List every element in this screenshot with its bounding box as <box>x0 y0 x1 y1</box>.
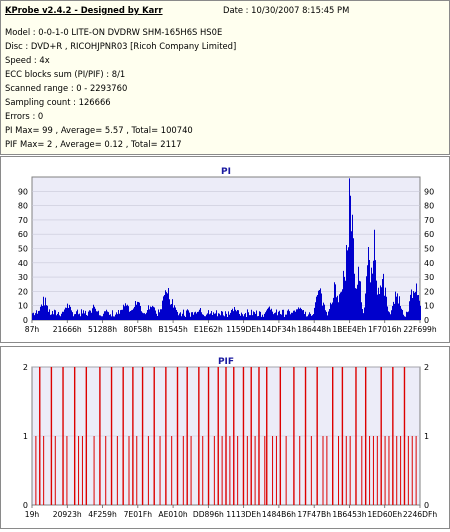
info-model: Model : 0-0-1-0 LITE-ON DVDRW SHM-165H6S… <box>5 27 223 37</box>
pif-ytick-right: 1 <box>424 432 429 441</box>
pi-xtick-label: 87h <box>25 325 40 334</box>
info-pi-summary: PI Max= 99 , Average= 5.57 , Total= 1007… <box>5 125 193 135</box>
pi-chart-panel: PI 0 0 10 10 20 20 30 30 40 40 50 50 60 60 70 70 80 80 90 90… <box>0 156 450 343</box>
pi-ytick-right: 10 <box>424 302 434 311</box>
info-pif-summary: PIF Max= 2 , Average= 0.12 , Total= 2117 <box>5 139 182 149</box>
pif-ytick-left: 1 <box>23 432 28 441</box>
pif-xtick-label: 1113DEh <box>226 510 261 519</box>
pi-ytick-left: 50 <box>18 245 28 254</box>
pi-ytick-left: 40 <box>18 259 28 268</box>
pif-xtick-label: 20923h <box>53 510 82 519</box>
pi-ytick-left: 70 <box>18 216 28 225</box>
pif-chart: PIF 0 0 1 1 2 2 19h 20923h 4F259h 7E01Fh AE010h DD89… <box>23 357 438 519</box>
info-sampling-count: Sampling count : 126666 <box>5 97 111 107</box>
pi-xtick-label: B1545h <box>158 325 188 334</box>
pif-xtick-label: 7E01Fh <box>124 510 153 519</box>
pi-xtick-label: 186448h <box>297 325 331 334</box>
pi-ytick-right: 70 <box>424 216 434 225</box>
pi-xtick-label: 1BEE4Eh <box>332 325 366 334</box>
pif-chart-panel: PIF 0 0 1 1 2 2 19h 20923h 4F259h 7E01Fh AE010h DD89… <box>0 346 450 529</box>
pif-xtick-label: AE010h <box>158 510 187 519</box>
pif-xtick-label: 19h <box>25 510 40 519</box>
info-panel: KProbe v2.4.2 - Designed by Karr Date : … <box>0 0 450 155</box>
pi-xtick-label: E1E62h <box>194 325 223 334</box>
info-ecc-blocks: ECC blocks sum (PI/PIF) : 8/1 <box>5 69 126 79</box>
pif-xtick-label: 1B6453h <box>332 510 366 519</box>
pi-ytick-right: 80 <box>424 202 434 211</box>
pi-ytick-left: 20 <box>18 287 28 296</box>
pif-ytick-left: 2 <box>23 363 28 372</box>
pif-xtick-label: 2246DFh <box>403 510 438 519</box>
info-speed: Speed : 4x <box>5 55 50 65</box>
info-disc: Disc : DVD+R , RICOHJPNR03 [Ricoh Compan… <box>5 41 237 51</box>
pif-ytick-right: 2 <box>424 363 429 372</box>
pi-xtick-label: 14DF34h <box>262 325 297 334</box>
pi-ytick-right: 30 <box>424 273 434 282</box>
app-title: KProbe v2.4.2 - Designed by Karr <box>5 5 163 15</box>
pi-chart-title: PI <box>221 167 231 177</box>
pif-xtick-label: DD896h <box>193 510 224 519</box>
scan-date: Date : 10/30/2007 8:15:45 PM <box>223 5 350 15</box>
pi-ytick-right: 50 <box>424 245 434 254</box>
pi-chart: PI 0 0 10 10 20 20 30 30 40 40 50 50 60 60 70 70 80 80 90 90… <box>18 167 437 334</box>
pi-ytick-right: 0 <box>424 316 429 325</box>
pi-ytick-right: 40 <box>424 259 434 268</box>
pi-ytick-left: 10 <box>18 302 28 311</box>
pi-xtick-label: 51288h <box>88 325 117 334</box>
pi-xtick-label: 22F699h <box>403 325 437 334</box>
pi-ytick-right: 60 <box>424 230 434 239</box>
pif-ytick-left: 0 <box>23 501 28 510</box>
pi-ytick-left: 90 <box>18 187 28 196</box>
info-errors: Errors : 0 <box>5 111 44 121</box>
pi-ytick-right: 20 <box>424 287 434 296</box>
pi-xtick-label: 1F7016h <box>368 325 402 334</box>
pi-ytick-right: 90 <box>424 187 434 196</box>
pi-bars <box>32 178 421 320</box>
pi-xtick-label: 80F58h <box>124 325 153 334</box>
pi-ytick-left: 0 <box>23 316 28 325</box>
pif-xtick-label: 1ED60Eh <box>367 510 402 519</box>
pi-xtick-label: 1159DEh <box>226 325 261 334</box>
pi-ytick-left: 30 <box>18 273 28 282</box>
pif-xtick-label: 1484B6h <box>262 510 296 519</box>
pif-xtick-label: 4F259h <box>88 510 117 519</box>
pif-ytick-right: 0 <box>424 501 429 510</box>
pif-xtick-label: 17F47Bh <box>297 510 331 519</box>
info-scanned-range: Scanned range : 0 - 2293760 <box>5 83 128 93</box>
pi-ytick-left: 80 <box>18 202 28 211</box>
pi-xtick-label: 21666h <box>53 325 82 334</box>
pif-chart-title: PIF <box>218 357 234 367</box>
pi-ytick-left: 60 <box>18 230 28 239</box>
